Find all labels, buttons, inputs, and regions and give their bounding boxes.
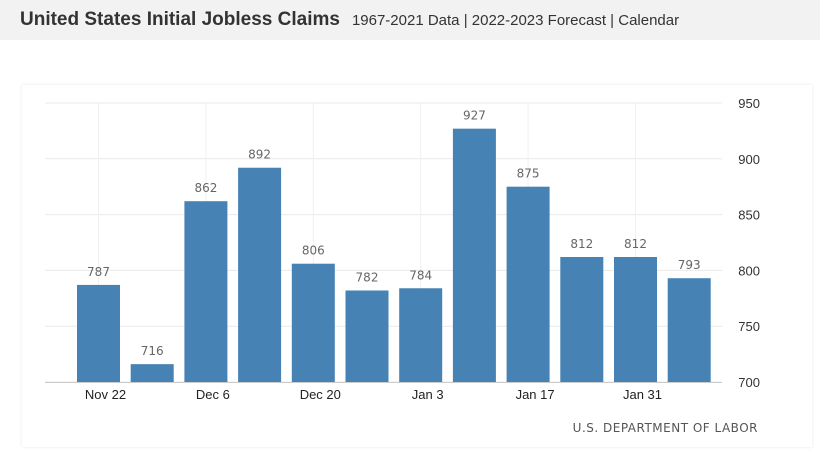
- data-label: 875: [517, 167, 540, 181]
- y-tick-label: 750: [738, 319, 760, 334]
- data-label: 716: [141, 344, 164, 358]
- x-tick-label: Nov 22: [85, 387, 126, 402]
- x-tick-label: Dec 20: [300, 387, 341, 402]
- chart-header: United States Initial Jobless Claims 196…: [0, 0, 820, 40]
- bar: [238, 167, 282, 382]
- page-subtitle: 1967-2021 Data | 2022-2023 Forecast | Ca…: [351, 11, 680, 29]
- bar: [452, 128, 496, 382]
- bar: [291, 263, 335, 382]
- data-label: 812: [624, 237, 647, 251]
- data-label: 784: [409, 268, 432, 282]
- bar: [399, 288, 443, 382]
- data-label: 782: [356, 270, 379, 284]
- page-title: United States Initial Jobless Claims: [20, 9, 340, 30]
- bar: [77, 284, 120, 382]
- x-tick-label: Jan 3: [412, 387, 444, 402]
- y-tick-label: 900: [738, 152, 760, 167]
- data-label: 892: [248, 148, 271, 162]
- data-labels: 787 716 862 892 806 782 784 927 875 812 812 793: [87, 109, 701, 358]
- y-tick-label: 800: [738, 263, 760, 278]
- x-tick-label: Jan 31: [623, 387, 662, 402]
- x-tick-label: Dec 6: [196, 387, 230, 402]
- y-tick-label: 950: [738, 96, 760, 111]
- data-label: 862: [194, 181, 217, 195]
- data-label: 812: [570, 237, 593, 251]
- x-tick-label: Jan 17: [516, 387, 555, 402]
- bars: [77, 128, 711, 382]
- bar: [345, 290, 389, 382]
- bar: [184, 201, 228, 382]
- x-axis-ticks: Nov 22 Dec 6 Dec 20 Jan 3 Jan 17 Jan 31: [85, 387, 662, 402]
- data-label: 806: [302, 244, 325, 258]
- y-tick-label: 850: [738, 208, 760, 223]
- y-axis-ticks: 700 750 800 850 900 950: [738, 96, 760, 390]
- y-tick-label: 700: [738, 375, 760, 390]
- bar: [560, 257, 604, 382]
- bar: [614, 257, 657, 382]
- bar: [667, 278, 711, 382]
- data-label: 787: [87, 265, 110, 279]
- source-label: U.S. DEPARTMENT OF LABOR: [573, 421, 758, 435]
- bar: [506, 186, 550, 382]
- data-label: 927: [463, 109, 486, 123]
- bar: [130, 364, 174, 382]
- chart-panel: [22, 85, 812, 447]
- data-label: 793: [678, 258, 701, 272]
